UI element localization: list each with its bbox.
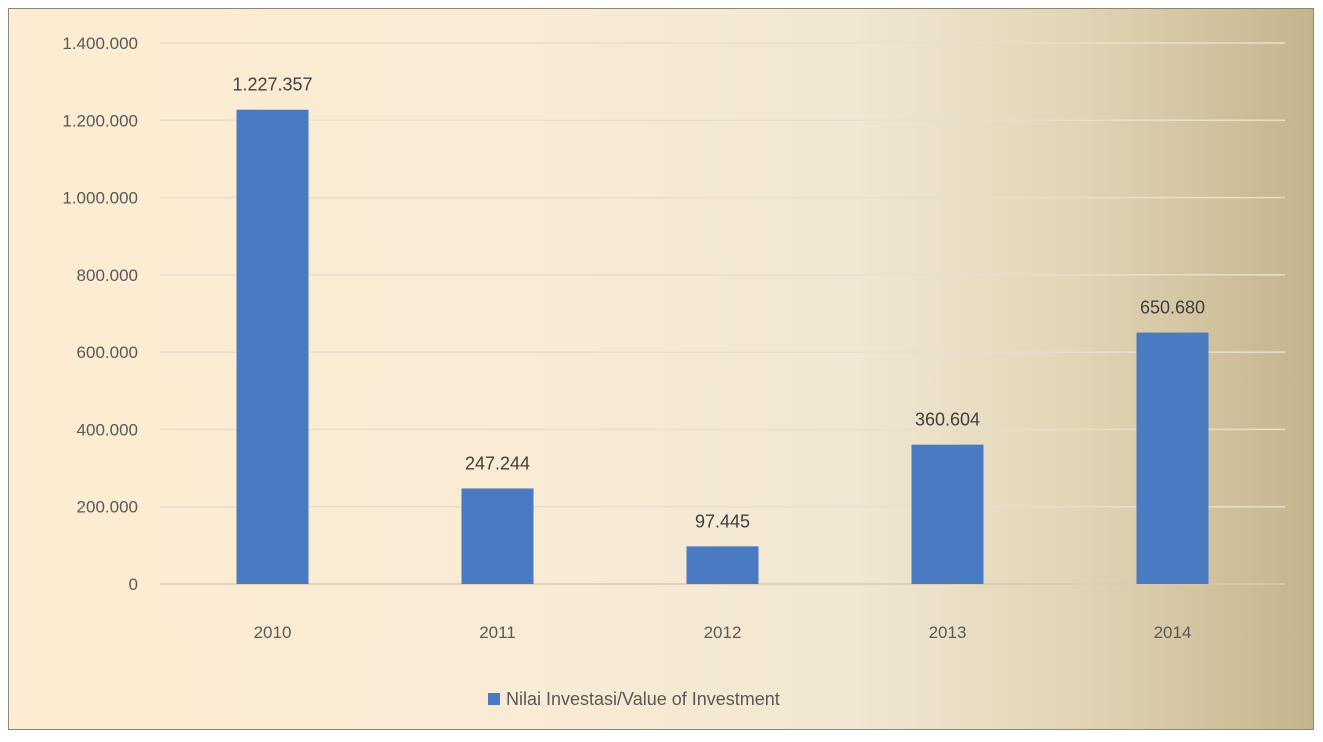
data-labels: 1.227.357 247.244 97.445 360.604 650.680 xyxy=(232,75,1205,532)
y-tick-label: 1.400.000 xyxy=(62,34,138,53)
data-label-2010: 1.227.357 xyxy=(232,75,312,95)
legend: Nilai Investasi/Value of Investment xyxy=(488,689,780,709)
y-tick-label: 400.000 xyxy=(77,420,138,439)
y-tick-label: 1.000.000 xyxy=(62,189,138,208)
bar-2010 xyxy=(236,109,309,585)
data-label-2013: 360.604 xyxy=(915,410,980,430)
legend-label: Nilai Investasi/Value of Investment xyxy=(506,689,780,709)
bars xyxy=(236,109,1209,585)
x-tick-label-2010: 2010 xyxy=(254,623,292,642)
y-tick-label: 200.000 xyxy=(77,498,138,517)
y-tick-label: 0 xyxy=(129,575,138,594)
y-axis-ticks: 0 200.000 400.000 600.000 800.000 1.000.000 1.… xyxy=(62,34,138,594)
chart-frame xyxy=(8,8,1314,730)
x-tick-label-2014: 2014 xyxy=(1154,623,1192,642)
gridlines xyxy=(160,42,1285,585)
data-label-2014: 650.680 xyxy=(1140,298,1205,318)
x-tick-label-2013: 2013 xyxy=(929,623,967,642)
x-axis-ticks: 2010 2011 2012 2013 2014 xyxy=(254,623,1192,642)
bar-2013 xyxy=(911,444,984,584)
y-tick-label: 800.000 xyxy=(77,266,138,285)
data-label-2011: 247.244 xyxy=(465,453,530,473)
x-tick-label-2011: 2011 xyxy=(479,623,516,642)
legend-swatch xyxy=(488,693,500,705)
bar-2012 xyxy=(686,546,759,584)
x-tick-label-2012: 2012 xyxy=(704,623,742,642)
bar-2011 xyxy=(461,488,534,584)
data-label-2012: 97.445 xyxy=(695,511,750,531)
y-tick-label: 1.200.000 xyxy=(62,111,138,130)
bar-2014 xyxy=(1136,332,1209,584)
y-tick-label: 600.000 xyxy=(77,343,138,362)
